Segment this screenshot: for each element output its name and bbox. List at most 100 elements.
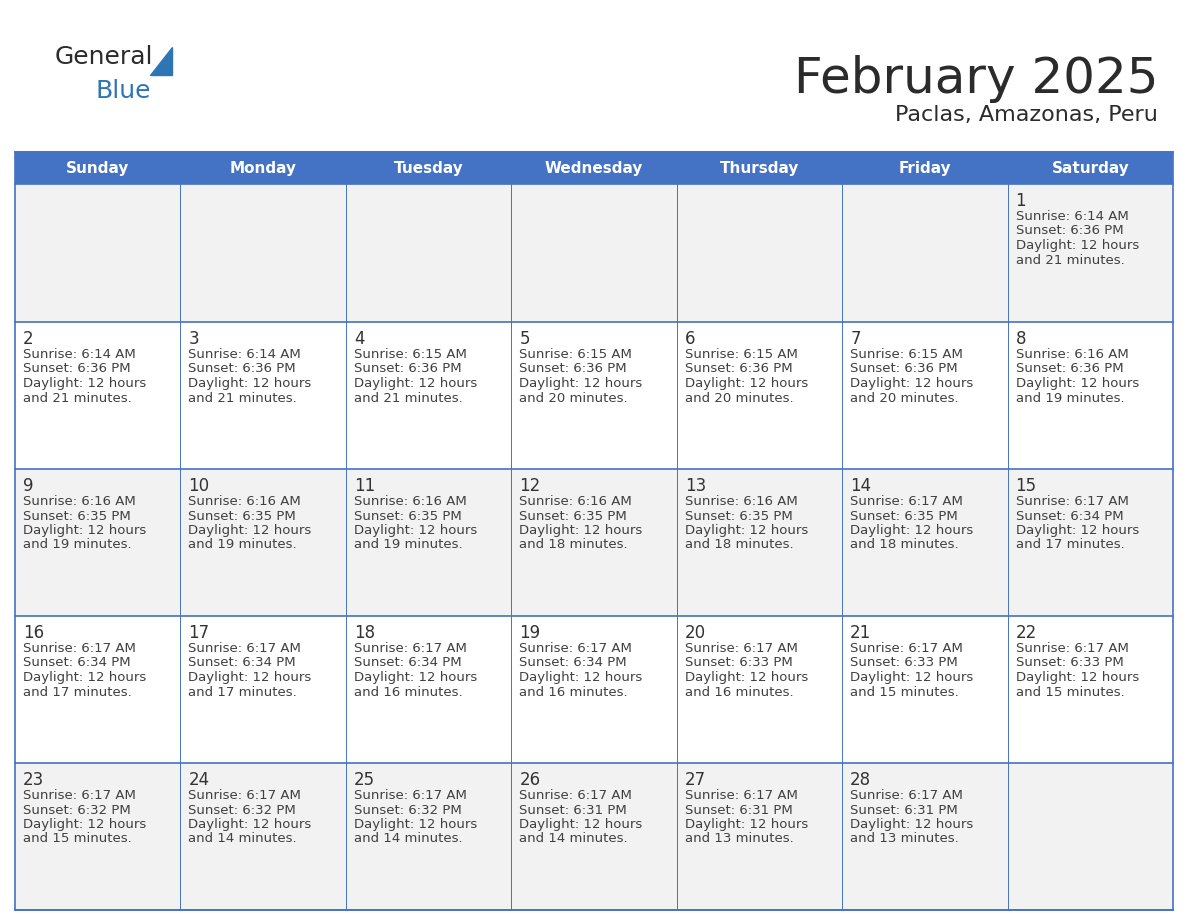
Text: Sunrise: 6:17 AM: Sunrise: 6:17 AM (851, 642, 963, 655)
Bar (15, 152, 1173, 184)
Text: Sunset: 6:35 PM: Sunset: 6:35 PM (23, 509, 131, 522)
Text: Sunset: 6:33 PM: Sunset: 6:33 PM (684, 656, 792, 669)
Text: and 15 minutes.: and 15 minutes. (23, 833, 132, 845)
Text: Sunday: Sunday (67, 161, 129, 175)
Text: 21: 21 (851, 624, 871, 642)
Text: Daylight: 12 hours: Daylight: 12 hours (519, 524, 643, 537)
Text: and 14 minutes.: and 14 minutes. (189, 833, 297, 845)
Text: and 16 minutes.: and 16 minutes. (354, 686, 462, 699)
Text: 23: 23 (23, 771, 44, 789)
Text: Sunrise: 6:15 AM: Sunrise: 6:15 AM (354, 348, 467, 361)
Text: Sunrise: 6:17 AM: Sunrise: 6:17 AM (519, 789, 632, 802)
Text: Sunset: 6:32 PM: Sunset: 6:32 PM (354, 803, 462, 816)
Text: Sunset: 6:35 PM: Sunset: 6:35 PM (354, 509, 462, 522)
Text: 16: 16 (23, 624, 44, 642)
Text: 15: 15 (1016, 477, 1037, 495)
Text: Daylight: 12 hours: Daylight: 12 hours (684, 818, 808, 831)
Text: 27: 27 (684, 771, 706, 789)
Text: Daylight: 12 hours: Daylight: 12 hours (1016, 239, 1139, 252)
Text: 14: 14 (851, 477, 871, 495)
Text: Sunrise: 6:14 AM: Sunrise: 6:14 AM (23, 348, 135, 361)
Text: Sunset: 6:36 PM: Sunset: 6:36 PM (189, 363, 296, 375)
Text: Blue: Blue (95, 79, 151, 103)
Text: 19: 19 (519, 624, 541, 642)
Text: and 20 minutes.: and 20 minutes. (851, 391, 959, 405)
Text: and 21 minutes.: and 21 minutes. (354, 391, 462, 405)
Text: 6: 6 (684, 330, 695, 348)
Polygon shape (150, 47, 172, 75)
Text: Saturday: Saturday (1051, 161, 1129, 175)
Text: Tuesday: Tuesday (393, 161, 463, 175)
Text: Daylight: 12 hours: Daylight: 12 hours (1016, 524, 1139, 537)
Text: Paclas, Amazonas, Peru: Paclas, Amazonas, Peru (895, 105, 1158, 125)
Text: Sunset: 6:31 PM: Sunset: 6:31 PM (851, 803, 958, 816)
Text: Sunrise: 6:15 AM: Sunrise: 6:15 AM (851, 348, 963, 361)
Text: and 19 minutes.: and 19 minutes. (23, 539, 132, 552)
Text: Thursday: Thursday (720, 161, 800, 175)
Text: and 19 minutes.: and 19 minutes. (1016, 391, 1124, 405)
Text: Sunset: 6:36 PM: Sunset: 6:36 PM (354, 363, 461, 375)
Text: Sunset: 6:35 PM: Sunset: 6:35 PM (189, 509, 296, 522)
Text: Sunrise: 6:17 AM: Sunrise: 6:17 AM (23, 789, 135, 802)
Text: and 13 minutes.: and 13 minutes. (684, 833, 794, 845)
Text: Daylight: 12 hours: Daylight: 12 hours (519, 671, 643, 684)
Text: and 19 minutes.: and 19 minutes. (354, 539, 462, 552)
Text: and 21 minutes.: and 21 minutes. (1016, 253, 1124, 266)
Text: Sunset: 6:34 PM: Sunset: 6:34 PM (189, 656, 296, 669)
Text: Sunrise: 6:17 AM: Sunrise: 6:17 AM (354, 642, 467, 655)
Text: Sunrise: 6:17 AM: Sunrise: 6:17 AM (1016, 642, 1129, 655)
Text: 7: 7 (851, 330, 860, 348)
Text: Sunset: 6:35 PM: Sunset: 6:35 PM (684, 509, 792, 522)
Text: Sunrise: 6:17 AM: Sunrise: 6:17 AM (1016, 495, 1129, 508)
Text: 22: 22 (1016, 624, 1037, 642)
Text: 26: 26 (519, 771, 541, 789)
Bar (15, 763, 1173, 910)
Text: and 18 minutes.: and 18 minutes. (851, 539, 959, 552)
Text: Sunset: 6:35 PM: Sunset: 6:35 PM (519, 509, 627, 522)
Text: Sunset: 6:32 PM: Sunset: 6:32 PM (23, 803, 131, 816)
Text: and 13 minutes.: and 13 minutes. (851, 833, 959, 845)
Text: and 17 minutes.: and 17 minutes. (1016, 539, 1124, 552)
Text: Daylight: 12 hours: Daylight: 12 hours (851, 818, 973, 831)
Text: Daylight: 12 hours: Daylight: 12 hours (23, 818, 146, 831)
Text: Sunset: 6:34 PM: Sunset: 6:34 PM (519, 656, 627, 669)
Text: Daylight: 12 hours: Daylight: 12 hours (189, 671, 311, 684)
Text: 18: 18 (354, 624, 375, 642)
Text: Daylight: 12 hours: Daylight: 12 hours (519, 818, 643, 831)
Text: 12: 12 (519, 477, 541, 495)
Text: Sunset: 6:35 PM: Sunset: 6:35 PM (851, 509, 958, 522)
Text: 11: 11 (354, 477, 375, 495)
Text: Sunrise: 6:16 AM: Sunrise: 6:16 AM (684, 495, 797, 508)
Text: Daylight: 12 hours: Daylight: 12 hours (851, 671, 973, 684)
Text: Daylight: 12 hours: Daylight: 12 hours (684, 524, 808, 537)
Text: 8: 8 (1016, 330, 1026, 348)
Text: Daylight: 12 hours: Daylight: 12 hours (354, 377, 478, 390)
Text: Sunset: 6:36 PM: Sunset: 6:36 PM (519, 363, 627, 375)
Text: Sunrise: 6:16 AM: Sunrise: 6:16 AM (189, 495, 302, 508)
Text: Sunset: 6:36 PM: Sunset: 6:36 PM (684, 363, 792, 375)
Text: Sunset: 6:36 PM: Sunset: 6:36 PM (23, 363, 131, 375)
Text: 1: 1 (1016, 192, 1026, 210)
Text: Daylight: 12 hours: Daylight: 12 hours (1016, 377, 1139, 390)
Text: and 20 minutes.: and 20 minutes. (684, 391, 794, 405)
Text: 2: 2 (23, 330, 33, 348)
Text: Sunrise: 6:17 AM: Sunrise: 6:17 AM (519, 642, 632, 655)
Text: Sunset: 6:32 PM: Sunset: 6:32 PM (189, 803, 296, 816)
Text: Sunrise: 6:17 AM: Sunrise: 6:17 AM (684, 789, 797, 802)
Text: and 14 minutes.: and 14 minutes. (354, 833, 462, 845)
Text: Sunset: 6:34 PM: Sunset: 6:34 PM (1016, 509, 1123, 522)
Text: Sunrise: 6:17 AM: Sunrise: 6:17 AM (354, 789, 467, 802)
Text: Daylight: 12 hours: Daylight: 12 hours (354, 818, 478, 831)
Text: Sunset: 6:31 PM: Sunset: 6:31 PM (519, 803, 627, 816)
Text: Daylight: 12 hours: Daylight: 12 hours (354, 671, 478, 684)
Text: Sunset: 6:33 PM: Sunset: 6:33 PM (851, 656, 958, 669)
Text: Sunset: 6:33 PM: Sunset: 6:33 PM (1016, 656, 1124, 669)
Text: 24: 24 (189, 771, 209, 789)
Text: February 2025: February 2025 (794, 55, 1158, 103)
Bar (15, 184, 1173, 322)
Text: 25: 25 (354, 771, 375, 789)
Text: Monday: Monday (229, 161, 297, 175)
Text: and 16 minutes.: and 16 minutes. (684, 686, 794, 699)
Text: Sunset: 6:34 PM: Sunset: 6:34 PM (23, 656, 131, 669)
Text: and 21 minutes.: and 21 minutes. (189, 391, 297, 405)
